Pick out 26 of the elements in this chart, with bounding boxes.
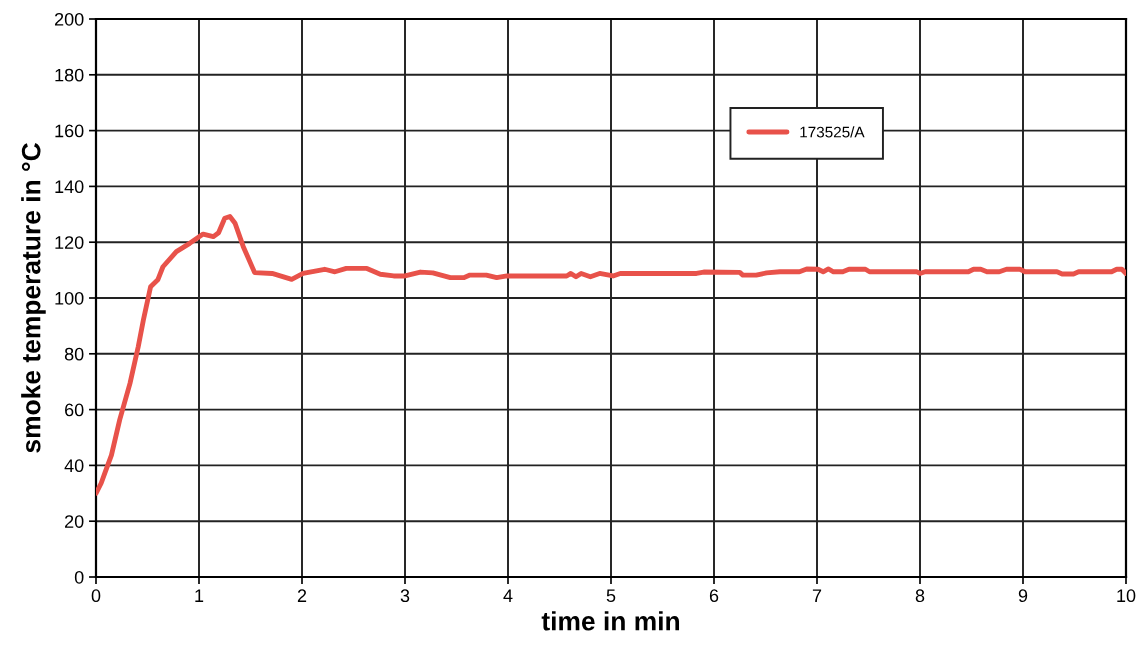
x-tick-label: 10	[1117, 589, 1136, 603]
y-tick-label: 60	[65, 403, 84, 417]
x-tick-label: 0	[91, 589, 101, 603]
y-tick-label: 80	[64, 347, 84, 361]
y-tick-label: 100	[55, 291, 84, 305]
y-tick-label: 200	[54, 12, 84, 26]
y-tick-label: 160	[55, 124, 84, 138]
x-tick-label: 5	[606, 589, 616, 603]
y-tick-label: 40	[64, 459, 84, 473]
legend-label: 173525/A	[800, 126, 865, 138]
y-tick-label: 140	[55, 180, 84, 194]
x-axis-title: time in min	[541, 611, 680, 631]
y-axis-title: smoke temperature in °C	[21, 143, 46, 453]
y-tick-label: 0	[74, 570, 84, 584]
x-tick-label: 1	[195, 589, 204, 602]
x-tick-label: 4	[503, 589, 513, 602]
x-tick-label: 6	[709, 589, 719, 603]
x-tick-label: 9	[1018, 589, 1028, 603]
y-tick-label: 20	[65, 515, 84, 528]
x-tick-label: 8	[915, 589, 925, 603]
x-tick-label: 3	[400, 589, 410, 603]
y-tick-label: 120	[55, 236, 84, 249]
line-series	[96, 214, 1126, 496]
y-tick-label: 180	[55, 68, 84, 82]
x-tick-label: 2	[297, 589, 307, 602]
x-tick-label: 7	[812, 589, 822, 602]
